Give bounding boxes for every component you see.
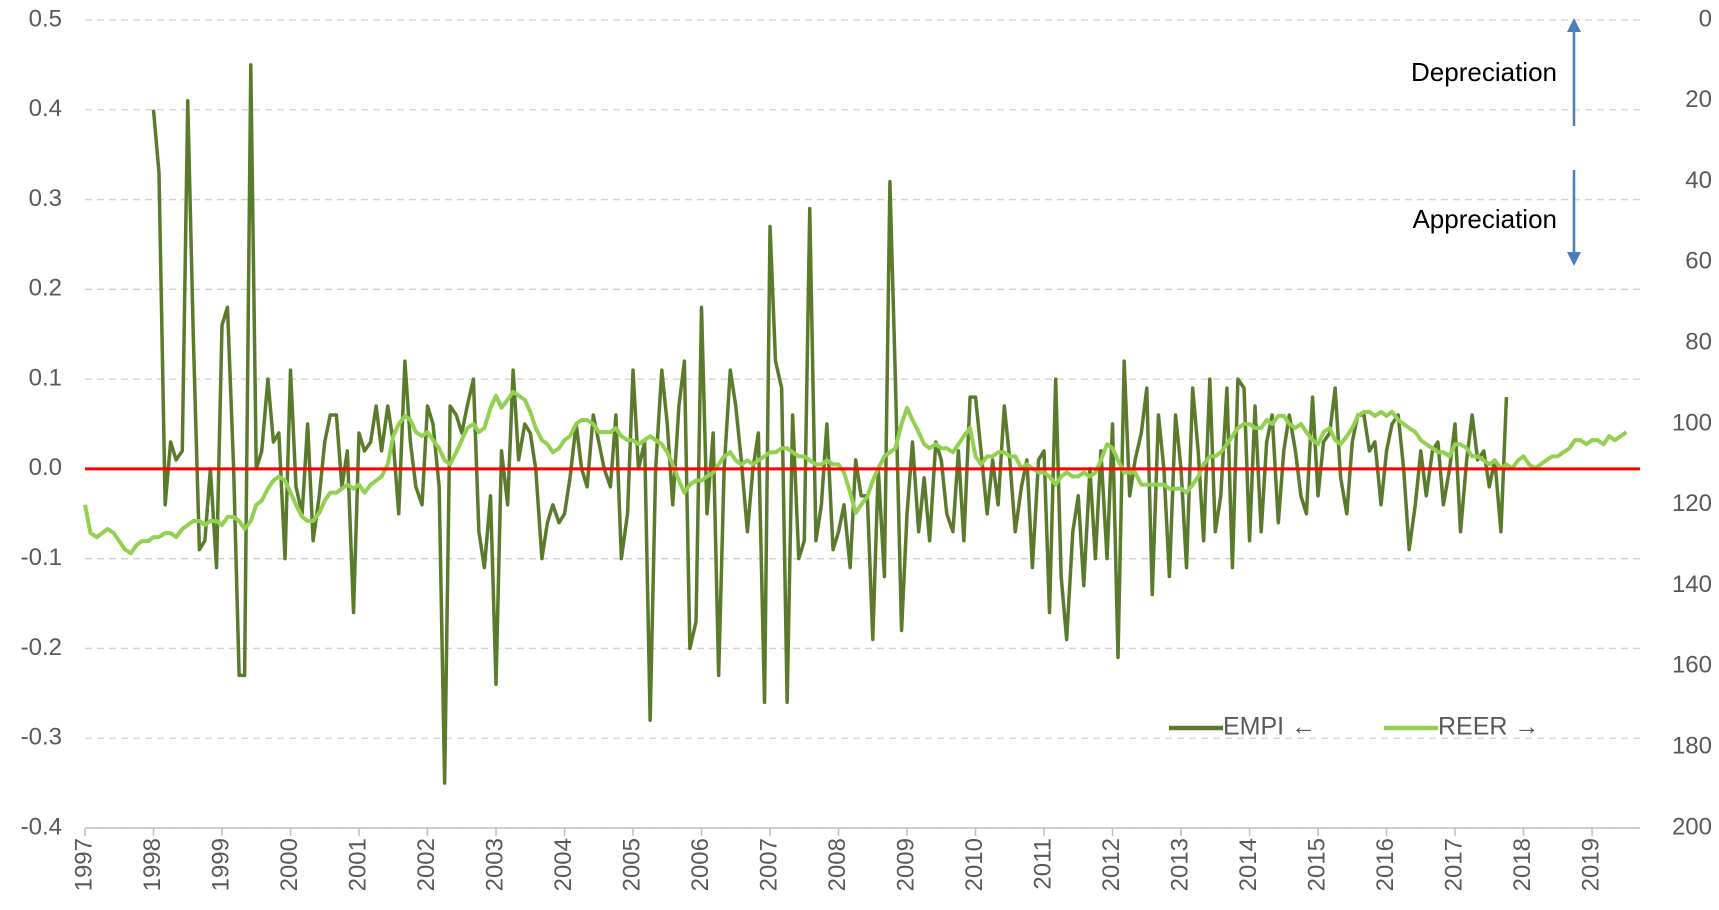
x-tick-label: 2016 [1372,838,1399,891]
plot: -0.4 -0.3 -0.2 -0.1 0.0 0.1 0.2 0.3 0.4 0.5 0 20 40 6… [21,5,1712,891]
y2-tick-label: 40 [1685,167,1712,194]
x-tick-label: 2001 [344,838,371,891]
x-tick-label: 2007 [755,838,782,891]
x-tick-label: 2002 [413,838,440,891]
annotation: Appreciation [1412,204,1557,234]
y2-tick-label: 100 [1672,409,1712,436]
y2-tick-label: 180 [1672,733,1712,760]
y-tick-label: -0.3 [21,724,62,751]
y2-tick-label: 160 [1672,652,1712,679]
x-tick-label: 1999 [207,838,234,891]
appreciation-arrow [1567,170,1581,266]
y2-tick-label: 20 [1685,86,1712,113]
x-tick-label: 2004 [550,838,577,891]
legend-text: REER → [1438,713,1539,741]
y-tick-label: 0.0 [29,454,62,481]
y2-tick-label: 60 [1685,248,1712,275]
x-tick-label: 2003 [481,838,508,891]
y-tick-label: -0.2 [21,634,62,661]
x-tick-label: 2018 [1509,838,1536,891]
y-tick-label: 0.2 [29,275,62,302]
y-tick-label: -0.4 [21,813,62,840]
x-tick-label: 2011 [1029,838,1056,890]
y-tick-label: 0.5 [29,5,62,32]
y-tick-label: 0.4 [29,95,62,122]
y-tick-label: -0.1 [21,544,62,571]
x-tick-label: 2013 [1166,838,1193,891]
x-tick-label: 2006 [687,838,714,891]
x-tick-label: 2000 [276,838,303,891]
x-tick-label: 2019 [1577,838,1604,891]
y2-tick-label: 140 [1672,571,1712,598]
x-tick-label: 2017 [1440,838,1467,891]
x-tick-label: 2008 [824,838,851,891]
x-tick-label: 2012 [1098,838,1125,891]
series-line [151,63,1509,785]
y2-tick-label: 200 [1672,813,1712,840]
depreciation-arrow [1567,18,1581,126]
series-line [83,389,1628,556]
y-tick-label: 0.3 [29,185,62,212]
legend-text: EMPI ← [1223,713,1316,741]
x-tick-label: 2005 [618,838,645,891]
y2-tick-label: 0 [1699,5,1712,32]
x-tick-label: 1997 [70,838,97,891]
x-tick-label: 2015 [1303,838,1330,891]
annotation: Depreciation [1411,57,1557,87]
y2-tick-label: 120 [1672,490,1712,517]
y-tick-label: 0.1 [29,364,62,391]
x-tick-label: 2009 [892,838,919,891]
y2-tick-label: 80 [1685,329,1712,356]
x-tick-label: 2014 [1235,838,1262,891]
x-tick-label: 1998 [139,838,166,891]
x-tick-label: 2010 [961,838,988,891]
